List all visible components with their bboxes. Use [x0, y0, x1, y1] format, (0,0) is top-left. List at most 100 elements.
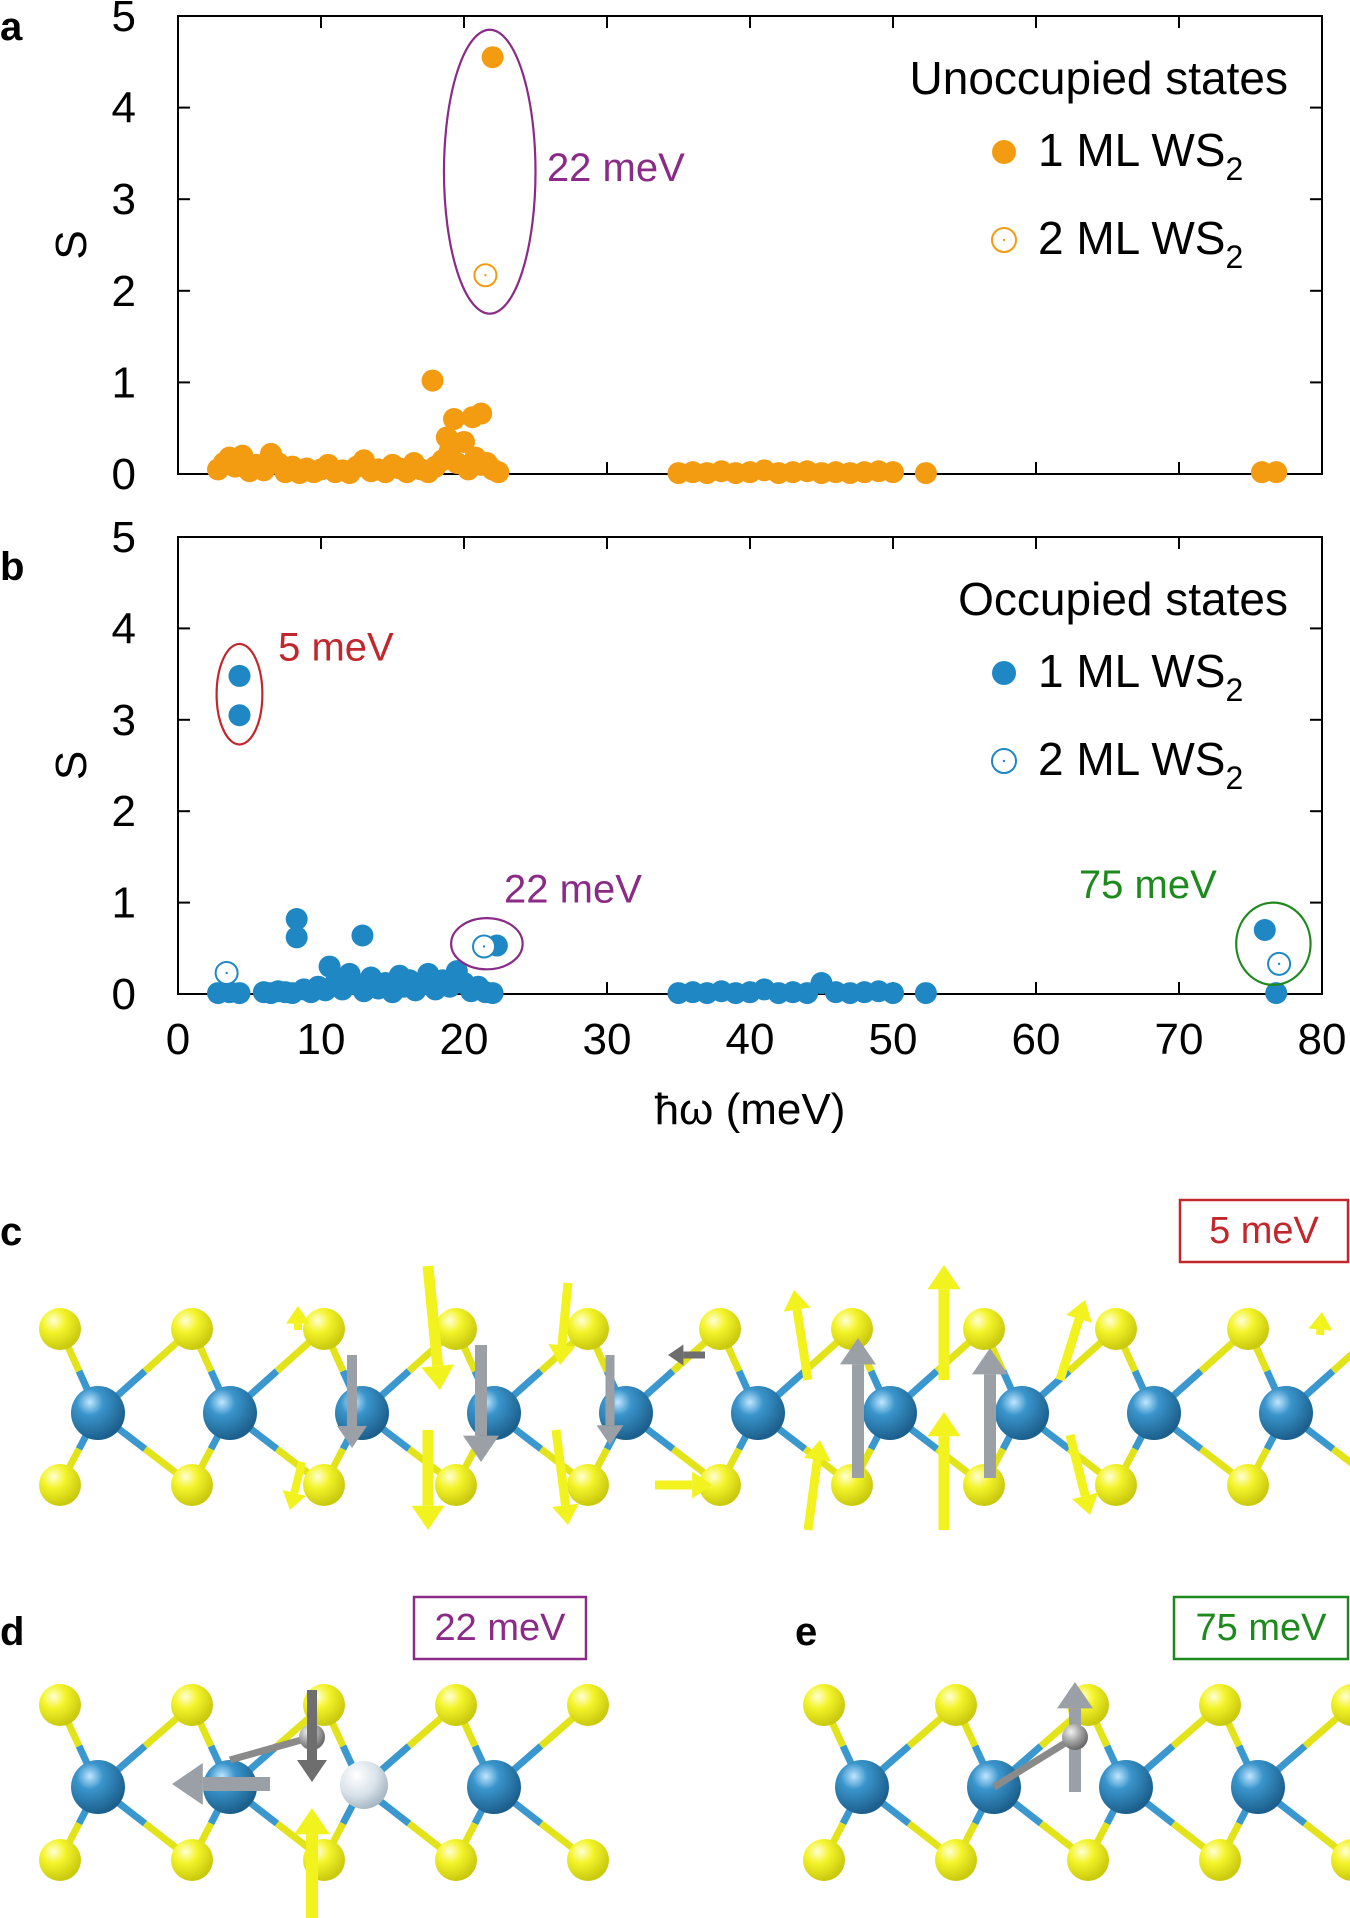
plot-b-legend-label-1ml: 1 ML WS2 — [1038, 645, 1243, 708]
structure-c-bond — [1330, 1446, 1350, 1467]
tungsten-atom — [995, 1386, 1049, 1440]
plot-a-legend-marker-2ml-dot — [1002, 238, 1006, 242]
plot-a-y-tick-label: 3 — [112, 175, 136, 224]
displacement-arrow — [783, 1290, 813, 1381]
sulfur-atom — [435, 1684, 477, 1726]
displacement-arrow — [551, 1429, 579, 1525]
sulfur-atom — [935, 1684, 977, 1726]
displacement-arrow — [840, 1338, 876, 1478]
plot-b-point-1ml — [228, 664, 251, 687]
plot-a: 0 1 2 3 4 5 S 22 meV Unoccupied states 1 ML WS2 2 … — [47, 0, 1323, 499]
plot-b-y-tick-label: 0 — [112, 970, 136, 1019]
displacement-arrow — [972, 1348, 1008, 1478]
plot-b-point-2ml-dot — [1277, 962, 1281, 966]
mode-label-d-text: 22 meV — [435, 1607, 567, 1649]
displacement-arrow — [1065, 1433, 1099, 1515]
sulfur-atom — [435, 1464, 477, 1506]
plot-b-point-1ml — [1265, 982, 1288, 1005]
sulfur-atom — [567, 1839, 609, 1881]
displacement-arrow — [803, 1440, 831, 1531]
tungsten-atom — [71, 1386, 125, 1440]
plot-b-x-tick-label: 40 — [726, 1015, 775, 1064]
displacement-arrow — [655, 1471, 712, 1499]
panel-letter-d: d — [0, 1610, 24, 1654]
sulfur-atom — [1227, 1464, 1269, 1506]
plot-a-point-1ml — [421, 369, 444, 392]
sulfur-atom — [39, 1839, 81, 1881]
displacement-arrow — [548, 1282, 576, 1365]
displacement-arrow — [668, 1344, 705, 1366]
displacement-arrow — [282, 1461, 306, 1510]
plot-b-point-2ml-dot — [225, 971, 228, 975]
sulfur-atom — [803, 1684, 845, 1726]
plot-b-annotation-ellipse — [450, 917, 524, 971]
mode-label-c: 5 meV — [1178, 1198, 1350, 1264]
plot-b-point-1ml — [481, 982, 504, 1005]
plot-a-point-1ml — [914, 462, 937, 485]
panel-letter-c: c — [0, 1210, 22, 1254]
tungsten-atom — [835, 1760, 889, 1814]
plot-b-point-1ml — [228, 704, 251, 727]
tungsten-atom — [1127, 1386, 1181, 1440]
plot-a-point-1ml — [882, 461, 904, 484]
plot-a-point-1ml — [470, 402, 493, 425]
plot-b-y-tick-label: 3 — [112, 696, 136, 745]
plot-b-legend-title: Occupied states — [958, 573, 1288, 625]
plot-b-annotation-label: 5 meV — [278, 625, 394, 669]
plot-a-y-tick-label: 5 — [112, 0, 136, 41]
sulfur-atom — [171, 1839, 213, 1881]
displacement-arrow — [337, 1355, 367, 1448]
tungsten-atom — [203, 1386, 257, 1440]
mode-label-e: 75 meV — [1172, 1595, 1350, 1661]
structure-d — [39, 1684, 609, 1918]
plot-a-y-tick-label: 2 — [112, 267, 136, 316]
sulfur-atom — [39, 1464, 81, 1506]
plot-b-x-tick-label: 80 — [1298, 1015, 1347, 1064]
displacement-arrow — [421, 1265, 455, 1390]
sulfur-atom — [171, 1464, 213, 1506]
displacement-arrow — [294, 1808, 330, 1918]
sulfur-atom — [1331, 1839, 1350, 1881]
sulfur-atom — [303, 1308, 345, 1350]
plot-a-point-1ml — [435, 426, 458, 449]
plot-a-legend-label-1ml: 1 ML WS2 — [1038, 124, 1243, 187]
displacement-arrow — [927, 1265, 961, 1380]
sulfur-atom — [39, 1308, 81, 1350]
sulfur-atom — [1199, 1684, 1241, 1726]
sulfur-atom — [1095, 1308, 1137, 1350]
sulfur-atom — [803, 1839, 845, 1881]
plot-a-legend-label-2ml: 2 ML WS2 — [1038, 212, 1243, 275]
panel-letter-e: e — [795, 1610, 817, 1654]
sulfur-atom — [699, 1464, 741, 1506]
structure-c-bond — [1330, 1351, 1350, 1374]
plot-a-annotation-label: 22 meV — [547, 146, 685, 190]
sulfur-atom — [567, 1308, 609, 1350]
sulfur-atom — [303, 1464, 345, 1506]
plot-b-x-tick-label: 70 — [1155, 1015, 1204, 1064]
sulfur-atom — [963, 1308, 1005, 1350]
sulfur-atom — [171, 1308, 213, 1350]
plot-b-annotation-ellipse — [1235, 901, 1312, 986]
plot-b-point-1ml — [228, 982, 251, 1005]
plot-b: 0 10 20 30 40 50 60 70 80 0 1 2 3 4 5 Sħω (meV) 5 meV 22 … — [47, 513, 1346, 1134]
plot-b-point-1ml — [882, 982, 904, 1005]
sulfur-atom — [831, 1308, 873, 1350]
displacement-arrow — [596, 1355, 624, 1445]
plot-a-legend-title: Unoccupied states — [910, 52, 1288, 104]
tungsten-atom — [1099, 1760, 1153, 1814]
displacement-arrow — [172, 1763, 270, 1805]
plot-a-annotation-ellipse — [442, 28, 537, 315]
panel-letter-b: b — [0, 545, 24, 589]
plot-b-x-tick-label: 0 — [166, 1015, 190, 1064]
vacancy-site — [340, 1761, 388, 1809]
plot-b-x-tick-label: 10 — [297, 1015, 346, 1064]
plot-b-x-tick-label: 30 — [583, 1015, 632, 1064]
tungsten-atom — [731, 1386, 785, 1440]
sulfur-atom — [435, 1308, 477, 1350]
sulfur-atom — [39, 1684, 81, 1726]
mode-label-d: 22 meV — [412, 1595, 588, 1661]
displacement-arrow — [1055, 1300, 1092, 1382]
panel-letter-a: a — [0, 5, 23, 49]
plot-b-xlabel: ħω (meV) — [655, 1085, 846, 1134]
